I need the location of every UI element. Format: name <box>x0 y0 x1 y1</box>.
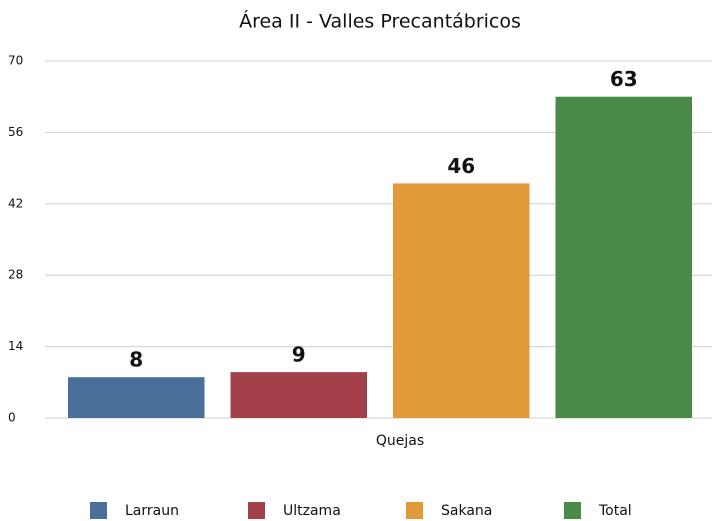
legend-label: Larraun <box>125 503 179 519</box>
y-tick-label: 0 <box>8 411 16 425</box>
legend-label: Ultzama <box>283 503 341 519</box>
y-tick-label: 70 <box>8 54 23 68</box>
bar <box>393 183 530 418</box>
bar <box>68 377 205 418</box>
data-label: 46 <box>447 154 475 178</box>
x-tick-label: Quejas <box>376 433 424 449</box>
data-label: 9 <box>292 343 306 367</box>
legend-label: Sakana <box>441 503 492 519</box>
legend-swatch <box>406 502 423 519</box>
legend-swatch <box>90 502 107 519</box>
y-tick-label: 14 <box>8 339 23 353</box>
bar <box>230 372 367 418</box>
bar <box>555 96 692 418</box>
legend-label: Total <box>598 503 632 519</box>
data-label: 8 <box>129 348 143 372</box>
legend-swatch <box>248 502 265 519</box>
y-tick-label: 42 <box>8 196 23 210</box>
chart-title: Área II - Valles Precantábricos <box>239 10 521 33</box>
y-tick-label: 28 <box>8 268 23 282</box>
legend-swatch <box>564 502 581 519</box>
data-label: 63 <box>610 67 638 91</box>
y-tick-label: 56 <box>8 125 23 139</box>
